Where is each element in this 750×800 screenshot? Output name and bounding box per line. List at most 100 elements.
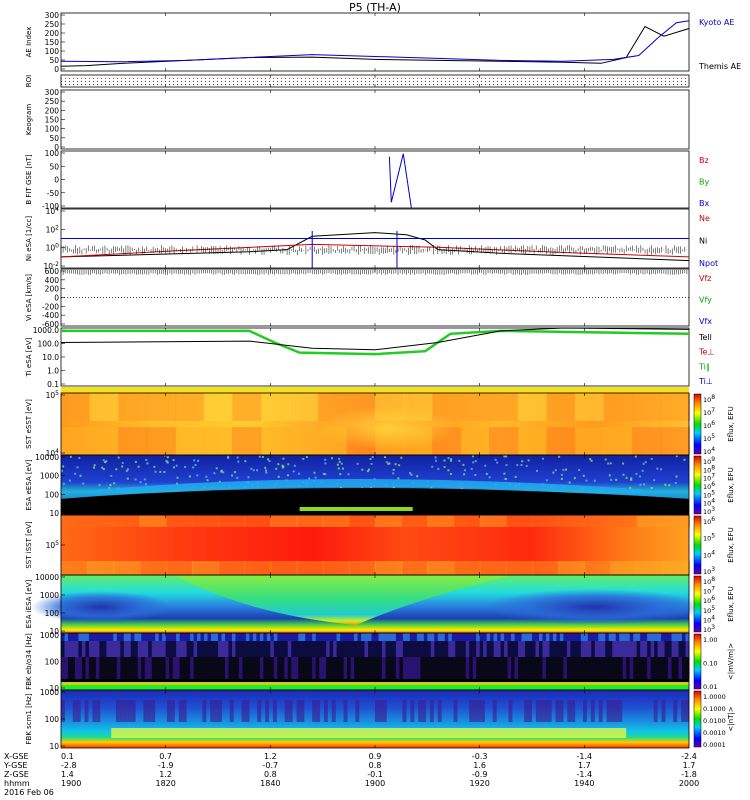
heatmap-cell xyxy=(141,633,146,641)
heatmap-speckle xyxy=(102,468,105,471)
heatmap-cell xyxy=(284,641,289,657)
heatmap-cell xyxy=(455,633,460,641)
heatmap-cell xyxy=(675,641,680,657)
heatmap-cell xyxy=(357,641,362,657)
heatmap-cell xyxy=(113,657,118,679)
heatmap-cell xyxy=(662,515,690,527)
heatmap-cell xyxy=(552,657,557,679)
heatmap-speckle xyxy=(206,479,209,482)
heatmap-cell xyxy=(308,633,313,641)
heatmap-cell xyxy=(409,633,414,641)
colorbar-label: Eflux, EFU xyxy=(727,527,735,562)
ni-noise xyxy=(60,231,688,268)
heatmap-cell xyxy=(256,641,261,657)
y-tick-label: -600 xyxy=(42,320,59,329)
heatmap-cell xyxy=(241,700,246,722)
footer-value: 0.7 xyxy=(159,752,172,761)
footer-value: -0.1 xyxy=(367,770,383,779)
y-tick-label: 200 xyxy=(45,29,60,38)
y-tick-label: 100 xyxy=(45,125,60,134)
heatmap-cell xyxy=(507,657,512,679)
heatmap-cell xyxy=(490,657,495,679)
heatmap-speckle xyxy=(562,468,565,471)
heatmap-cell xyxy=(598,633,603,641)
heatmap-cell xyxy=(340,633,345,641)
heatmap-cell xyxy=(504,633,509,641)
heatmap-cell xyxy=(361,633,366,641)
heatmap-cell xyxy=(96,700,101,722)
heatmap-cell xyxy=(406,641,411,657)
heatmap-speckle xyxy=(267,458,270,461)
panel-frame xyxy=(60,89,690,150)
heatmap-cell xyxy=(102,657,107,679)
heatmap-cell xyxy=(210,700,215,722)
heatmap-cell xyxy=(493,657,498,679)
heatmap-cell xyxy=(547,700,552,722)
heatmap-cell xyxy=(123,700,128,722)
heatmap-cell xyxy=(144,633,149,641)
heatmap-speckle xyxy=(392,472,395,475)
heatmap-cell xyxy=(291,657,296,679)
heatmap-cell xyxy=(207,641,212,657)
heatmap-speckle xyxy=(305,456,308,459)
series-line xyxy=(61,329,690,356)
heatmap-cell xyxy=(402,633,407,641)
colorbar-tick-label: 107 xyxy=(703,407,715,417)
heatmap-speckle xyxy=(585,479,588,482)
heatmap-cell xyxy=(144,641,149,657)
heatmap-cell xyxy=(193,657,198,679)
heatmap-cell xyxy=(668,641,673,657)
heatmap-cell xyxy=(460,427,491,455)
heatmap-cell xyxy=(190,641,195,657)
heatmap-cell xyxy=(141,657,146,679)
y-tick-label: 50 xyxy=(49,56,59,65)
heatmap-cell xyxy=(434,641,439,657)
heatmap-speckle xyxy=(250,467,253,470)
y-tick-label: 300 xyxy=(45,11,60,20)
colorbar-tick-label: 104 xyxy=(703,549,715,559)
heatmap-speckle xyxy=(400,456,403,459)
heatmap-cell xyxy=(336,657,341,679)
y-tick-label: -200 xyxy=(42,302,59,311)
heatmap-cell xyxy=(134,641,139,657)
heatmap-cell xyxy=(455,641,460,657)
heatmap-cell xyxy=(615,657,620,679)
heatmap-cell xyxy=(371,633,376,641)
heatmap-cell xyxy=(382,700,387,722)
series-ae xyxy=(60,25,690,67)
heatmap-cell xyxy=(486,657,491,679)
heatmap-cell xyxy=(489,427,519,455)
heatmap-cell xyxy=(614,700,619,722)
heatmap-cell xyxy=(172,657,177,679)
heatmap-cell xyxy=(175,393,205,421)
heatmap-cell xyxy=(654,633,659,641)
heatmap-cell xyxy=(137,641,142,657)
heatmap-cell xyxy=(92,657,97,679)
heatmap-cell xyxy=(203,393,234,421)
heatmap-cell xyxy=(78,633,83,641)
heatmap-cell xyxy=(388,641,393,657)
heatmap-cell xyxy=(673,700,678,722)
colorbar-tick-label: 106 xyxy=(703,481,715,491)
heatmap-cell xyxy=(601,641,606,657)
y-axis-label: Keogram xyxy=(25,104,33,135)
footer-value: 1.2 xyxy=(159,770,172,779)
heatmap-cell xyxy=(469,700,474,722)
heatmap-speckle xyxy=(121,462,124,465)
heatmap-patch xyxy=(31,591,171,623)
heatmap-speckle xyxy=(339,473,342,476)
heatmap-cell xyxy=(566,633,571,641)
heatmap-speckle xyxy=(643,483,646,486)
heatmap-cell xyxy=(191,561,219,575)
heatmap-cell xyxy=(385,657,390,679)
heatmap-cell xyxy=(685,700,689,722)
heatmap-speckle xyxy=(265,471,268,474)
heatmap-cell xyxy=(165,657,170,679)
heatmap-cell xyxy=(678,633,683,641)
y-axis-label: Ti eSA [eV] xyxy=(25,337,33,377)
footer-date: 2016 Feb 06 xyxy=(4,788,54,797)
footer-value: 0.8 xyxy=(369,761,382,770)
heatmap-speckle xyxy=(146,462,149,465)
heatmap-cell xyxy=(479,515,507,527)
heatmap-speckle xyxy=(504,477,507,480)
